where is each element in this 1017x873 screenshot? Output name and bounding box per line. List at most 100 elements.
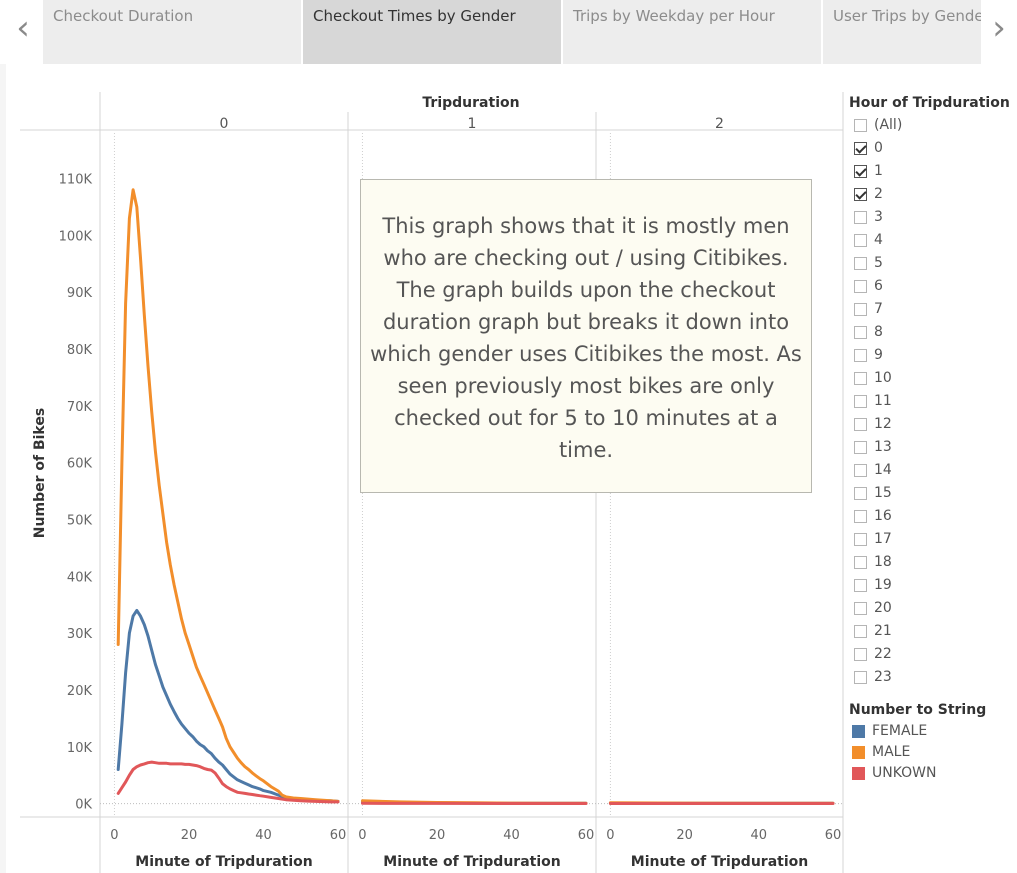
panel-header-label: 2 [715,116,724,132]
filter-item-label: 19 [874,577,892,593]
filter-item-16[interactable]: 15 [845,482,1015,505]
filter-item-18[interactable]: 17 [845,528,1015,551]
x-tick-label: 0 [110,828,118,843]
legend-label: FEMALE [872,723,928,739]
tab-trips-by-weekday-per-hour[interactable]: Trips by Weekday per Hour [563,0,821,64]
filter-checkbox[interactable] [854,234,867,247]
filter-item-label: 17 [874,531,892,547]
filter-item-12[interactable]: 11 [845,390,1015,413]
filter-item-label: 18 [874,554,892,570]
filter-item-9[interactable]: 8 [845,321,1015,344]
filter-item-label: 0 [874,140,883,156]
filter-item-label: 12 [874,416,892,432]
legend-label: MALE [872,744,911,760]
filter-item-0[interactable]: (All) [845,114,1015,137]
filter-item-15[interactable]: 14 [845,459,1015,482]
filter-item-label: 9 [874,347,883,363]
filter-checkbox[interactable] [854,395,867,408]
series-line-unkown-panel-0[interactable] [116,760,340,804]
filter-checkbox[interactable] [854,326,867,339]
filter-checkbox[interactable] [854,464,867,477]
filter-item-24[interactable]: 23 [845,666,1015,689]
filter-item-14[interactable]: 13 [845,436,1015,459]
filter-item-13[interactable]: 12 [845,413,1015,436]
filter-checkbox[interactable] [854,280,867,293]
legend-swatch [852,746,865,759]
filter-item-label: 3 [874,209,883,225]
legend-item-1[interactable]: MALE [845,742,1015,763]
y-axis-label: Number of Bikes [32,408,48,538]
legend-swatch [852,767,865,780]
filter-item-20[interactable]: 19 [845,574,1015,597]
y-tick-label: 40K [67,570,93,585]
y-tick-label: 30K [67,627,93,642]
filter-item-8[interactable]: 7 [845,298,1015,321]
y-tick-label: 10K [67,741,93,756]
x-axis-label: Minute of Tripduration [135,854,312,870]
filter-checkbox[interactable] [854,533,867,546]
filter-item-4[interactable]: 3 [845,206,1015,229]
filter-item-10[interactable]: 9 [845,344,1015,367]
filter-checkbox[interactable] [854,349,867,362]
filter-checkbox[interactable] [854,625,867,638]
filter-item-7[interactable]: 6 [845,275,1015,298]
annotation-box: This graph shows that it is mostly men w… [360,179,812,493]
filter-checkbox[interactable] [854,211,867,224]
x-tick-label: 0 [358,828,366,843]
filter-item-11[interactable]: 10 [845,367,1015,390]
filter-checkbox[interactable] [854,257,867,270]
x-tick-label: 40 [255,828,272,843]
y-tick-label: 90K [67,286,93,301]
filter-item-label: 20 [874,600,892,616]
tab-user-trips-by-gender[interactable]: User Trips by Gender by Weekday [823,0,981,64]
filter-item-label: 21 [874,623,892,639]
filter-checkbox[interactable] [854,487,867,500]
filter-item-1[interactable]: 0 [845,137,1015,160]
filter-item-22[interactable]: 21 [845,620,1015,643]
filter-checkbox[interactable] [854,441,867,454]
filter-item-19[interactable]: 18 [845,551,1015,574]
tab-checkout-times-by-gender[interactable]: Checkout Times by Gender [303,0,561,64]
chevron-right-icon[interactable]: › [992,8,1006,48]
filter-item-5[interactable]: 4 [845,229,1015,252]
filter-checkbox[interactable] [854,372,867,385]
filter-item-label: 10 [874,370,892,386]
legend-item-0[interactable]: FEMALE [845,721,1015,742]
legend-item-2[interactable]: UNKOWN [845,763,1015,784]
filter-checkbox[interactable] [854,671,867,684]
series-line-female-panel-0[interactable] [116,608,340,803]
y-tick-label: 100K [59,229,93,244]
filter-checkbox[interactable] [854,648,867,661]
filter-checkbox[interactable] [854,579,867,592]
chevron-left-icon[interactable]: ‹ [16,8,30,48]
panel-0: 0 0 20 40 60 Minute of Tripduration [110,116,346,870]
filter-item-23[interactable]: 22 [845,643,1015,666]
x-axis-label: Minute of Tripduration [631,854,808,870]
tab-bar: ‹ Checkout Duration Checkout Times by Ge… [0,0,1017,64]
filter-checkbox[interactable] [854,418,867,431]
filter-checkbox[interactable] [854,510,867,523]
filter-checkbox[interactable] [854,556,867,569]
filter-checkbox[interactable] [854,119,867,132]
filter-item-6[interactable]: 5 [845,252,1015,275]
filter-item-label: 6 [874,278,883,294]
gender-legend-title: Number to String [849,702,987,718]
filter-checkbox[interactable] [854,602,867,615]
filter-item-label: 16 [874,508,892,524]
filter-checkbox[interactable] [854,165,867,178]
filter-item-17[interactable]: 16 [845,505,1015,528]
filter-checkbox[interactable] [854,188,867,201]
filter-item-label: 1 [874,163,883,179]
filter-item-21[interactable]: 20 [845,597,1015,620]
panel-1: 1 0 20 40 60 Minute of Tripduration [358,116,594,870]
filter-item-3[interactable]: 2 [845,183,1015,206]
filter-item-label: 5 [874,255,883,271]
filter-item-2[interactable]: 1 [845,160,1015,183]
filter-checkbox[interactable] [854,142,867,155]
tab-checkout-duration[interactable]: Checkout Duration [43,0,301,64]
filter-checkbox[interactable] [854,303,867,316]
x-tick-label: 60 [825,828,842,843]
series-line-male-panel-0[interactable] [116,188,340,803]
